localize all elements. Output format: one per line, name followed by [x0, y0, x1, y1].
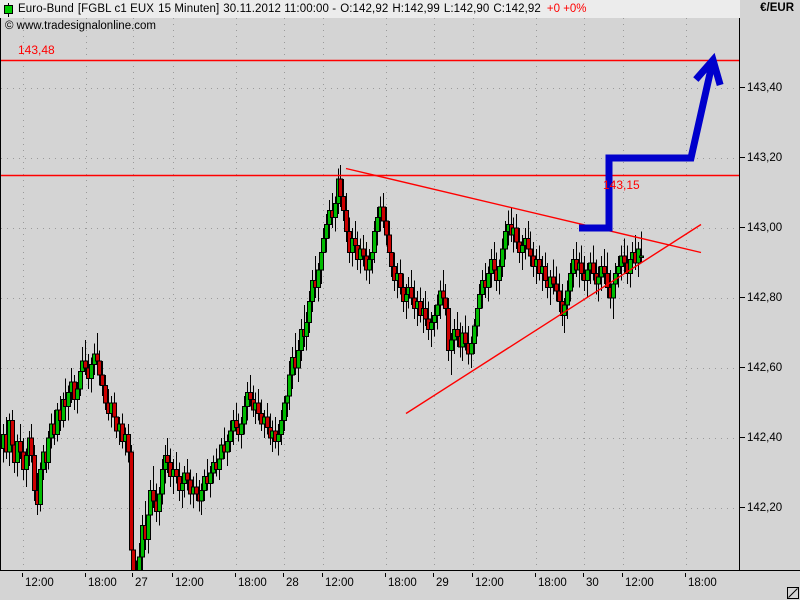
time-axis[interactable]: 12:00 18:00 27 12:00 18:00 28 12:00 18:00 29 12:0… [0, 570, 800, 600]
time-tick-label: 18:00 [85, 573, 117, 589]
time-tick-text: 18:00 [88, 577, 117, 589]
time-tick-mark [433, 573, 434, 577]
ohlc-high: H:142,99 [392, 3, 440, 15]
time-tick-text: 27 [135, 577, 148, 589]
time-tick-text: 18:00 [688, 577, 717, 589]
time-tick-label: 18:00 [385, 573, 417, 589]
time-tick-text: 12:00 [325, 577, 354, 589]
time-tick-mark [85, 573, 86, 577]
time-tick-label: 30 [583, 573, 599, 589]
time-tick-mark [235, 573, 236, 577]
time-tick-mark [385, 573, 386, 577]
time-tick-text: 30 [586, 577, 599, 589]
time-tick-label: 18:00 [685, 573, 717, 589]
ohlc-open: O:142,92 [340, 3, 389, 15]
price-tick-label: 142,80 [740, 292, 782, 304]
chart-canvas [1, 18, 739, 570]
instrument-name: Euro-Bund [18, 3, 74, 15]
currency-unit-label: €/EUR [760, 2, 794, 14]
chart-header: Euro-Bund [FGBL c1 EUX 15 Minuten] 30.11… [0, 0, 740, 18]
price-tick-text: 143,20 [747, 152, 783, 164]
price-tick-label: 142,40 [740, 432, 782, 444]
price-tick-label: 143,00 [740, 222, 782, 234]
time-tick-mark [283, 573, 284, 577]
price-tick-mark [740, 297, 745, 299]
watermark-label: © www.tradesignalonline.com [5, 20, 157, 32]
time-tick-label: 27 [132, 573, 148, 589]
time-tick-label: 12:00 [22, 573, 54, 589]
price-change: +0 +0% [546, 3, 587, 15]
resize-grip-icon[interactable] [787, 587, 799, 599]
price-tick-mark [740, 437, 745, 439]
candlestick-icon [4, 2, 13, 17]
time-tick-label: 12:00 [322, 573, 354, 589]
price-tick-text: 142,80 [747, 292, 783, 304]
breakout-price-label: 143,15 [603, 177, 640, 192]
price-tick-text: 142,60 [747, 362, 783, 374]
contract-code: [FGBL c1 EUX [77, 3, 155, 15]
time-tick-text: 29 [436, 577, 449, 589]
time-tick-mark [583, 573, 584, 577]
interval-label: 15 Minuten] [158, 3, 220, 15]
time-tick-mark [22, 573, 23, 577]
price-tick-label: 142,60 [740, 362, 782, 374]
price-tick-text: 143,00 [747, 222, 783, 234]
ohlc-low: L:142,90 [443, 3, 490, 15]
price-tick-label: 143,20 [740, 152, 782, 164]
plot-area[interactable] [0, 18, 740, 570]
time-tick-text: 18:00 [388, 577, 417, 589]
price-tick-label: 142,20 [740, 502, 782, 514]
price-tick-label: 143,40 [740, 82, 782, 94]
grid-lines [1, 18, 739, 570]
time-tick-text: 18:00 [238, 577, 267, 589]
price-tick-mark [740, 227, 745, 229]
time-tick-label: 12:00 [472, 573, 504, 589]
time-tick-text: 12:00 [475, 577, 504, 589]
time-tick-mark [172, 573, 173, 577]
time-tick-text: 12:00 [625, 577, 654, 589]
price-tick-mark [740, 367, 745, 369]
time-tick-mark [322, 573, 323, 577]
overlay-annotations [1, 52, 739, 415]
time-tick-text: 28 [286, 577, 299, 589]
time-tick-label: 29 [433, 573, 449, 589]
time-tick-label: 28 [283, 573, 299, 589]
time-tick-mark [622, 573, 623, 577]
price-axis[interactable]: 143,40 143,20 143,00 142,80 142,60 142,40 142,… [740, 18, 800, 570]
price-tick-text: 142,40 [747, 432, 783, 444]
time-tick-mark [685, 573, 686, 577]
time-tick-label: 18:00 [235, 573, 267, 589]
time-tick-mark [535, 573, 536, 577]
ohlc-close: C:142,92 [493, 3, 541, 15]
price-tick-mark [740, 87, 745, 89]
price-tick-text: 143,40 [747, 82, 783, 94]
price-tick-mark [740, 507, 745, 509]
time-tick-label: 12:00 [622, 573, 654, 589]
candlestick-series [1, 165, 644, 570]
time-tick-text: 12:00 [25, 577, 54, 589]
timestamp-label: 30.11.2012 11:00:00 - [223, 3, 337, 15]
price-tick-mark [740, 157, 745, 159]
time-tick-mark [132, 573, 133, 577]
time-tick-text: 18:00 [538, 577, 567, 589]
time-tick-label: 18:00 [535, 573, 567, 589]
time-tick-text: 12:00 [175, 577, 204, 589]
time-tick-mark [472, 573, 473, 577]
resistance-price-label: 143,48 [18, 43, 55, 57]
time-tick-label: 12:00 [172, 573, 204, 589]
price-tick-text: 142,20 [747, 502, 783, 514]
